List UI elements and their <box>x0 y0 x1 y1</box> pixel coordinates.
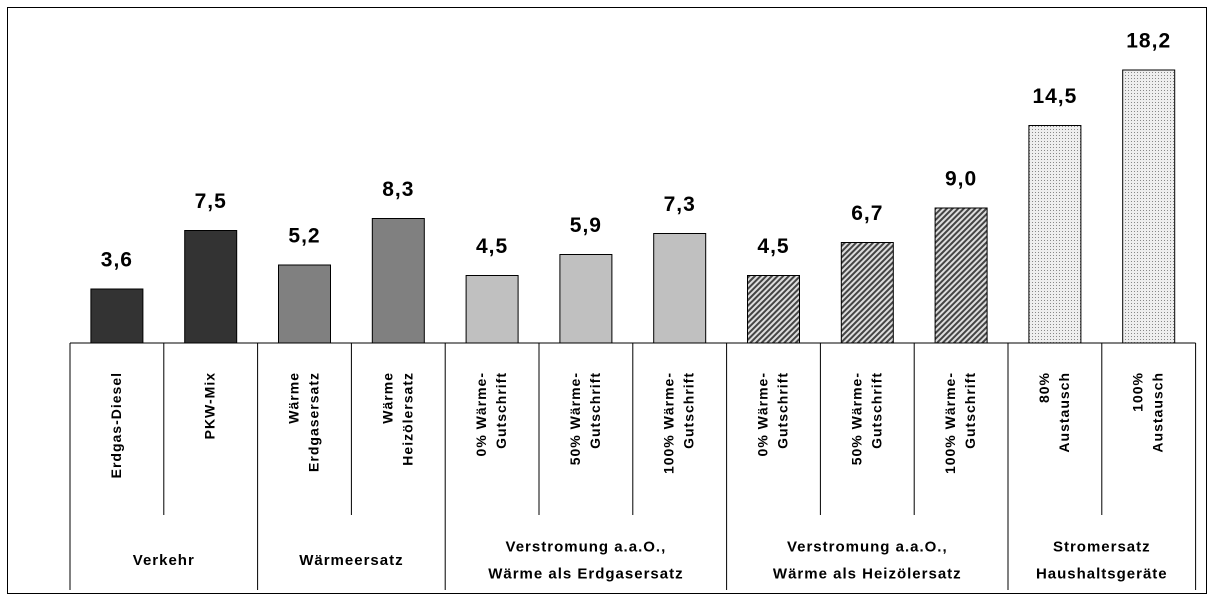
bar <box>278 264 331 344</box>
value-label: 5,9 <box>570 214 602 237</box>
category-label: 100% Wärme- Gutschrift <box>942 372 978 474</box>
value-label: 4,5 <box>476 235 508 258</box>
bar <box>934 207 988 344</box>
category-label: 80% Austausch <box>1036 372 1072 453</box>
value-label: 6,7 <box>851 202 883 225</box>
category-label: PKW-Mix <box>201 372 217 439</box>
category-label: 50% Wärme- Gutschrift <box>848 372 884 465</box>
value-label: 5,2 <box>288 225 320 248</box>
group-label: Verstromung a.a.O., Wärme als Erdgasersat… <box>488 538 683 582</box>
bar <box>184 230 238 344</box>
category-label: Wärme Erdgasersatz <box>285 372 321 472</box>
category-label: 0% Wärme- Gutschrift <box>473 372 509 456</box>
value-label: 3,6 <box>101 249 133 272</box>
category-label: 50% Wärme- Gutschrift <box>567 372 603 465</box>
value-label: 7,5 <box>195 190 227 213</box>
group-label: Wärmeersatz <box>299 552 403 569</box>
value-label: 4,5 <box>757 235 789 258</box>
value-label: 8,3 <box>382 178 414 201</box>
category-label: Erdgas-Diesel <box>108 372 124 478</box>
bar <box>371 218 425 344</box>
category-label: 100% Wärme- Gutschrift <box>660 372 696 474</box>
frame <box>7 7 1207 594</box>
bar <box>653 233 707 344</box>
category-label: Wärme Heizölersatz <box>379 372 415 466</box>
group-label: Verkehr <box>133 552 195 569</box>
value-label: 18,2 <box>1126 30 1171 53</box>
bar <box>747 275 800 344</box>
category-label: 100% Austausch <box>1129 372 1165 453</box>
group-label: Stromersatz Haushaltsgeräte <box>1036 538 1168 582</box>
bar <box>90 288 144 344</box>
bar <box>840 242 894 344</box>
bar <box>559 254 613 344</box>
value-label: 7,3 <box>664 193 696 216</box>
value-label: 9,0 <box>945 168 977 191</box>
category-label: 0% Wärme- Gutschrift <box>754 372 790 456</box>
group-label: Verstromung a.a.O., Wärme als Heizölersat… <box>773 538 962 582</box>
bar <box>465 275 519 344</box>
bar <box>1028 125 1082 344</box>
bar <box>1122 69 1176 344</box>
value-label: 14,5 <box>1032 85 1077 108</box>
